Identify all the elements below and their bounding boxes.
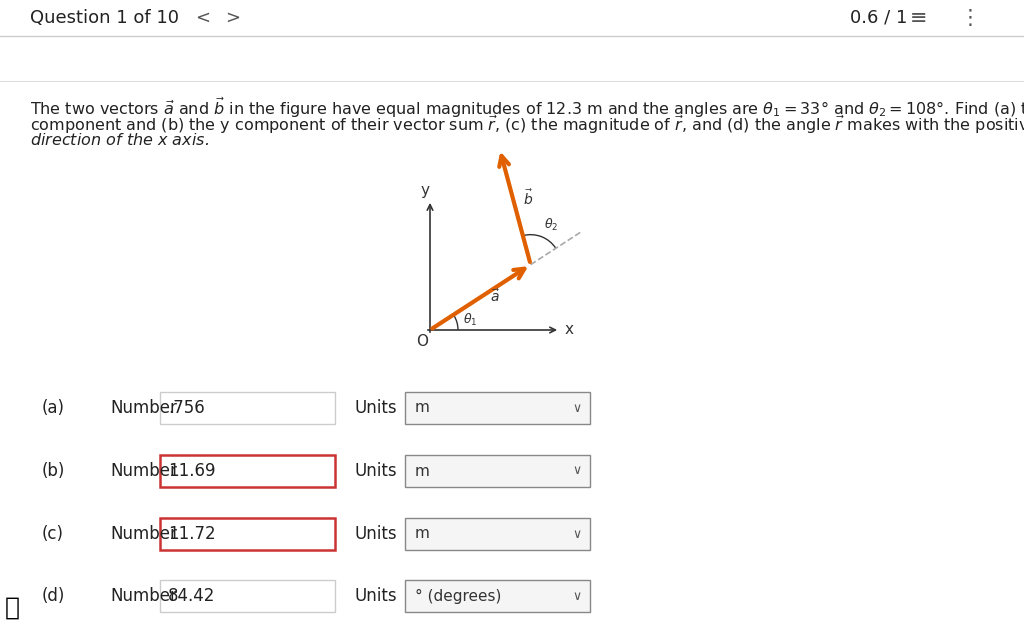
Text: Number: Number [110,587,177,605]
Text: m: m [415,526,430,541]
Text: >: > [225,9,240,27]
Text: Units: Units [355,525,397,543]
FancyBboxPatch shape [406,580,590,612]
Text: Number: Number [110,525,177,543]
Text: $\vec{b}$: $\vec{b}$ [523,188,534,208]
FancyBboxPatch shape [160,392,335,424]
Text: Units: Units [355,399,397,417]
Bar [0,0,1024,36]
Text: $\theta_2$: $\theta_2$ [545,217,558,233]
Text: Number: Number [110,399,177,417]
Text: $\theta_1$: $\theta_1$ [463,312,477,328]
Text: x: x [565,322,574,337]
Text: Number: Number [110,462,177,480]
Text: <: < [195,9,210,27]
Text: The two vectors $\vec{a}$ and $\vec{b}$ in the figure have equal magnitudes of 1: The two vectors $\vec{a}$ and $\vec{b}$ … [30,96,1024,120]
Text: Units: Units [355,587,397,605]
FancyBboxPatch shape [160,518,335,550]
Text: $\vec{a}$: $\vec{a}$ [490,289,501,305]
Text: direction of the $x$ axis.: direction of the $x$ axis. [30,132,209,148]
Text: Units: Units [355,462,397,480]
FancyBboxPatch shape [406,518,590,550]
Text: O: O [416,334,428,349]
Text: (d): (d) [42,587,66,605]
Text: .756: .756 [168,399,205,417]
Text: 0.6 / 1: 0.6 / 1 [850,9,907,27]
Text: 84.42: 84.42 [168,587,215,605]
FancyBboxPatch shape [160,580,335,612]
Text: ° (degrees): ° (degrees) [415,588,502,603]
Text: (b): (b) [42,462,66,480]
Text: ∨: ∨ [572,590,582,602]
Text: ∨: ∨ [572,528,582,540]
Text: ⋮: ⋮ [961,8,981,28]
Text: ∨: ∨ [572,464,582,478]
Text: m: m [415,401,430,416]
Text: y: y [421,183,429,198]
FancyBboxPatch shape [406,392,590,424]
Text: (c): (c) [42,525,63,543]
Text: component and (b) the y component of their vector sum $\vec{r}$, (c) the magnitu: component and (b) the y component of the… [30,114,1024,136]
Text: ∨: ∨ [572,401,582,414]
Text: 🍀: 🍀 [5,596,20,620]
FancyBboxPatch shape [406,455,590,487]
Text: Question 1 of 10: Question 1 of 10 [30,9,179,27]
Text: ≡: ≡ [910,8,928,28]
Text: 11.72: 11.72 [168,525,216,543]
FancyBboxPatch shape [160,455,335,487]
Text: m: m [415,463,430,478]
Text: (a): (a) [42,399,65,417]
Text: 11.69: 11.69 [168,462,215,480]
